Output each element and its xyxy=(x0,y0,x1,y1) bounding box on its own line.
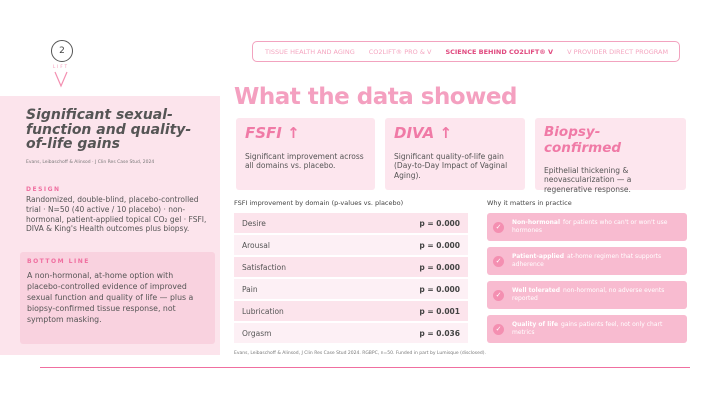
table-row: Pain p = 0.000 xyxy=(234,279,468,299)
nav-item[interactable]: V PROVIDER DIRECT PROGRAM xyxy=(567,47,669,56)
check-icon: ✓ xyxy=(493,255,504,267)
item-detail: at-home regimen that supports adherence xyxy=(512,253,662,268)
item-text: Patient-applied at-home regimen that supp… xyxy=(512,253,681,269)
nav: TISSUE HEALTH AND AGING CO2LIFT® PRO & V… xyxy=(252,41,680,62)
item-text: Non-hormonal for patients who can't or wo… xyxy=(512,219,681,235)
practice-item: ✓ Patient-applied at-home regimen that sup… xyxy=(487,247,687,275)
item-bold: Well tolerated xyxy=(512,287,561,295)
logo-word: LIFT xyxy=(52,64,70,69)
nav-item[interactable]: SCIENCE BEHIND CO2LIFT® V xyxy=(445,47,554,56)
item-text: Quality of life gains patients feel, not … xyxy=(512,321,681,337)
bottom-line-text: A non-hormonal, at-home option with plac… xyxy=(27,271,194,324)
row-label: Pain xyxy=(242,284,258,294)
card: Biopsy-confirmed Epithelial thickening & … xyxy=(535,118,686,194)
card-title: Biopsy-confirmed xyxy=(544,124,622,156)
item-bold: Patient-applied xyxy=(512,253,565,261)
card-text: Epithelial thickening & neovascularizati… xyxy=(544,166,632,194)
logo-v xyxy=(54,71,68,88)
row-label: Satisfaction xyxy=(242,262,287,272)
row-label: Arousal xyxy=(242,240,270,250)
card-text: Significant improvement across all domai… xyxy=(245,152,364,171)
practice-item: ✓ Quality of life gains patients feel, not… xyxy=(487,315,687,343)
item-bold: Quality of life xyxy=(512,321,559,329)
table-row: Orgasm p = 0.036 xyxy=(234,323,468,343)
row-value: p = 0.000 xyxy=(419,262,460,272)
item-detail: for patients who can't or won't use horm… xyxy=(512,219,668,234)
bottom-line-box xyxy=(20,252,215,344)
check-icon: ✓ xyxy=(493,221,504,233)
item-text: Well tolerated non-hormonal, no adverse e… xyxy=(512,287,681,303)
item-bold: Non-hormonal xyxy=(512,219,561,227)
item-detail: gains patients feel, not only chart metr… xyxy=(512,321,663,336)
row-value: p = 0.036 xyxy=(419,328,460,338)
table-row: Lubrication p = 0.001 xyxy=(234,301,468,321)
row-value: p = 0.000 xyxy=(419,218,460,228)
table-row: Desire p = 0.000 xyxy=(234,213,468,233)
design-text: Randomized, double-blind, placebo-contro… xyxy=(26,195,207,234)
row-label: Lubrication xyxy=(242,306,284,316)
heading: What the data showed xyxy=(234,84,517,110)
card-text: Significant quality-of-life gain (Day-to… xyxy=(394,152,508,180)
card: FSFI ↑ Significant improvement across all… xyxy=(236,118,375,190)
nav-item[interactable]: CO2LIFT® PRO & V xyxy=(368,47,432,56)
row-label: Desire xyxy=(242,218,266,228)
card: DIVA ↑ Significant quality-of-life gain (… xyxy=(385,118,525,190)
divider xyxy=(40,367,690,368)
panel-title: Significant sexual-function and quality-… xyxy=(26,107,192,153)
row-value: p = 0.001 xyxy=(419,306,460,316)
practice-item: ✓ Non-hormonal for patients who can't or w… xyxy=(487,213,687,241)
practice-title: Why it matters in practice xyxy=(487,199,572,207)
logo-mark: 2 xyxy=(51,40,73,62)
table-row: Arousal p = 0.000 xyxy=(234,235,468,255)
row-label: Orgasm xyxy=(242,328,272,338)
table-title: FSFI improvement by domain (p-values vs.… xyxy=(234,199,404,207)
bottom-line-label: BOTTOM LINE xyxy=(27,258,90,265)
check-icon: ✓ xyxy=(493,323,504,335)
card-title: FSFI ↑ xyxy=(245,124,300,142)
nav-item[interactable]: TISSUE HEALTH AND AGING xyxy=(265,47,355,56)
table-row: Satisfaction p = 0.000 xyxy=(234,257,468,277)
check-icon: ✓ xyxy=(493,289,504,301)
practice-item: ✓ Well tolerated non-hormonal, no adverse … xyxy=(487,281,687,309)
footer: Evans, Leibaschoff & Alinsod, J Clin Res… xyxy=(234,351,486,356)
item-detail: non-hormonal, no adverse events reported xyxy=(512,287,665,302)
design-label: DESIGN xyxy=(26,186,61,193)
card-title: DIVA ↑ xyxy=(394,124,453,142)
row-value: p = 0.000 xyxy=(419,284,460,294)
citation: Evans, Leibaschoff & Alinsod · J Clin Re… xyxy=(26,160,155,165)
row-value: p = 0.000 xyxy=(419,240,460,250)
